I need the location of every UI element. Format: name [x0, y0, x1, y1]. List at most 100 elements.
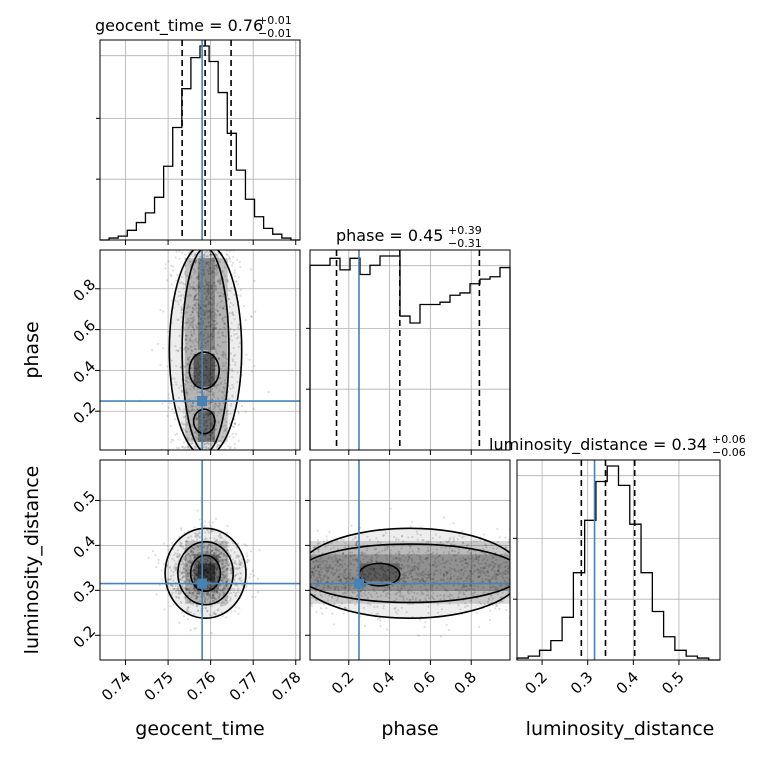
sample-point — [198, 307, 201, 310]
sample-point — [191, 402, 194, 405]
sample-point — [212, 346, 215, 349]
sample-point — [233, 354, 236, 358]
sample-point — [452, 522, 455, 525]
sample-point — [194, 396, 197, 399]
sample-point — [211, 307, 214, 310]
sample-point — [193, 526, 196, 529]
sample-point — [221, 542, 224, 545]
y-tick-label: 0.2 — [70, 622, 100, 652]
sample-point — [204, 601, 207, 604]
sample-point — [250, 268, 253, 271]
sample-point — [187, 536, 190, 539]
sample-point — [221, 587, 225, 590]
sample-point — [169, 402, 172, 405]
sample-point — [225, 554, 228, 558]
sample-point — [202, 545, 206, 548]
sample-point — [194, 301, 197, 304]
sample-point — [218, 282, 221, 285]
sample-point — [235, 280, 238, 284]
sample-point — [225, 599, 228, 602]
sample-point — [231, 395, 234, 398]
sample-point — [189, 367, 193, 370]
sample-point — [190, 333, 193, 336]
sample-point — [206, 332, 210, 335]
sample-point — [244, 410, 247, 413]
sample-point — [325, 566, 328, 569]
sample-point — [418, 555, 421, 558]
sample-point — [225, 371, 228, 374]
sample-point — [203, 317, 206, 320]
sample-point — [189, 294, 192, 297]
sample-point — [182, 411, 185, 414]
sample-point — [178, 553, 181, 557]
sample-point — [237, 423, 240, 426]
sample-point — [233, 574, 237, 578]
sample-point — [175, 349, 178, 352]
sample-point — [196, 417, 199, 420]
sample-point — [226, 567, 229, 570]
sample-point — [195, 424, 198, 427]
sample-point — [188, 586, 191, 590]
sample-point — [216, 336, 219, 339]
sample-point — [202, 561, 205, 565]
sample-point — [205, 574, 208, 578]
sample-point — [502, 577, 505, 580]
sample-point — [182, 427, 185, 430]
sample-point — [477, 559, 480, 562]
sample-point — [394, 576, 398, 579]
sample-point — [204, 442, 207, 445]
sample-point — [224, 573, 227, 576]
sample-point — [223, 603, 226, 606]
sample-point — [223, 382, 227, 385]
sample-point — [209, 552, 212, 555]
sample-point — [188, 591, 192, 595]
sample-point — [410, 558, 414, 562]
sample-point — [483, 566, 486, 570]
sample-point — [213, 402, 217, 405]
sample-point — [195, 573, 198, 576]
sample-point — [445, 623, 448, 626]
sample-point — [360, 594, 363, 597]
sample-point — [184, 378, 187, 382]
sample-point — [184, 415, 188, 418]
sample-point — [187, 578, 190, 582]
sample-point — [179, 346, 182, 350]
sample-point — [219, 258, 222, 261]
sample-point — [384, 549, 387, 552]
sample-point — [232, 386, 235, 389]
sample-point — [243, 543, 246, 546]
sample-point — [198, 422, 202, 425]
sample-point — [192, 567, 195, 570]
sample-point — [210, 529, 213, 532]
sample-point — [192, 569, 195, 573]
sample-point — [218, 550, 221, 553]
sample-point — [203, 568, 207, 572]
sample-point — [211, 390, 214, 394]
sample-point — [183, 270, 187, 274]
sample-point — [197, 378, 200, 381]
sample-point — [229, 387, 232, 390]
title-geocent-time: geocent_time = 0.76 — [95, 16, 263, 36]
sample-point — [322, 603, 325, 606]
sample-point — [216, 566, 220, 569]
sample-point — [408, 588, 411, 591]
sample-point — [202, 569, 206, 572]
sample-point — [183, 574, 186, 577]
sample-point — [211, 323, 214, 326]
sample-point — [400, 535, 404, 538]
sample-point — [178, 250, 181, 253]
sample-point — [182, 423, 185, 426]
sample-point — [199, 317, 202, 320]
sample-point — [181, 282, 185, 285]
sample-point — [179, 591, 182, 595]
sample-point — [196, 341, 200, 344]
sample-point — [151, 349, 154, 352]
sample-point — [182, 567, 185, 571]
sample-point — [222, 307, 225, 310]
density-layer — [100, 460, 300, 660]
sample-point — [211, 393, 214, 396]
sample-point — [235, 554, 238, 557]
sample-point — [209, 383, 212, 387]
sample-point — [227, 552, 231, 555]
sample-point — [488, 618, 492, 622]
